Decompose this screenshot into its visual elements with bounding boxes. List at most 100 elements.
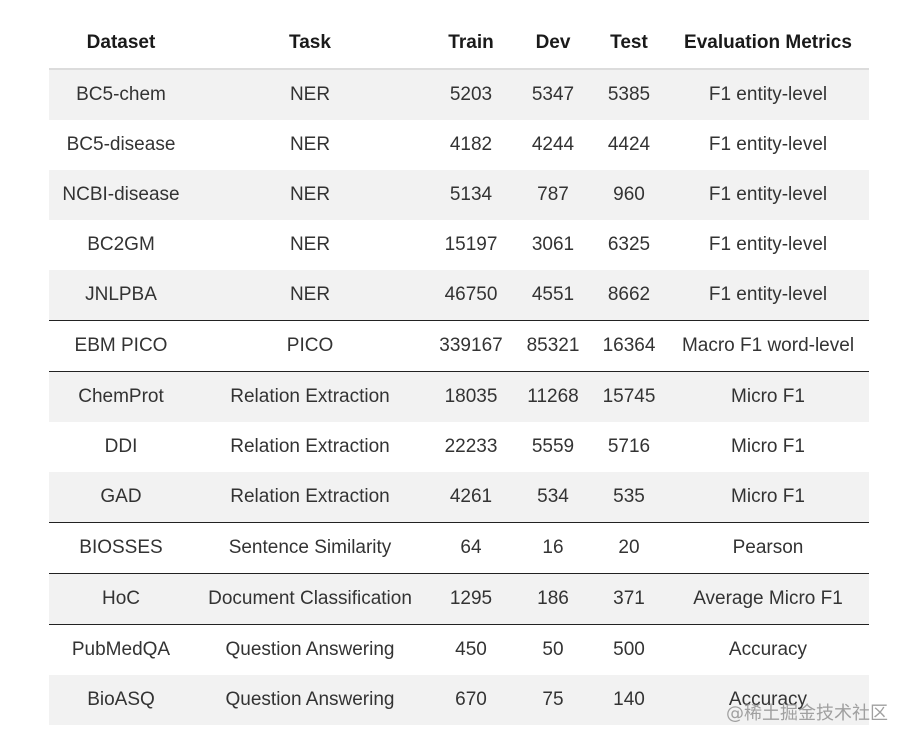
cell-metric: Accuracy	[667, 624, 869, 675]
cell-test: 15745	[591, 371, 667, 422]
table-row: EBM PICO PICO 339167 85321 16364 Macro F…	[49, 320, 869, 372]
datasets-table: Dataset Task Train Dev Test Evaluation M…	[49, 18, 869, 725]
cell-dataset: ChemProt	[49, 371, 193, 422]
header-task: Task	[193, 18, 427, 70]
cell-dataset: NCBI-disease	[49, 170, 193, 220]
cell-dev: 11268	[515, 371, 591, 422]
cell-dataset: EBM PICO	[49, 320, 193, 372]
cell-task: NER	[193, 270, 427, 321]
cell-metric: F1 entity-level	[667, 270, 869, 321]
cell-test: 140	[591, 675, 667, 725]
table-row: HoC Document Classification 1295 186 371…	[49, 573, 869, 625]
cell-train: 22233	[444, 436, 498, 457]
cell-task: Relation Extraction	[193, 472, 427, 523]
cell-train: 1295	[427, 573, 515, 625]
cell-train: 46750	[427, 270, 515, 321]
cell-metric: Micro F1	[731, 436, 805, 457]
table-row: JNLPBA NER 46750 4551 8662 F1 entity-lev…	[49, 270, 869, 321]
table-row: BC2GM NER 15197 3061 6325 F1 entity-leve…	[49, 220, 869, 270]
cell-metric: Average Micro F1	[667, 573, 869, 625]
cell-dev: 5347	[515, 69, 591, 120]
cell-dev: 4551	[515, 270, 591, 321]
cell-dataset: BC2GM	[87, 234, 155, 255]
header-train: Train	[427, 18, 515, 70]
cell-dataset: GAD	[49, 472, 193, 523]
cell-dataset: DDI	[104, 436, 138, 457]
header-test: Test	[591, 18, 667, 70]
cell-dataset: JNLPBA	[49, 270, 193, 321]
header-evaluation-metrics: Evaluation Metrics	[667, 18, 869, 70]
table-row: GAD Relation Extraction 4261 534 535 Mic…	[49, 472, 869, 523]
cell-train: 450	[427, 624, 515, 675]
table-row: BIOSSES Sentence Similarity 64 16 20 Pea…	[49, 522, 869, 574]
watermark: @稀土掘金技术社区	[726, 703, 888, 724]
cell-dev: 85321	[515, 320, 591, 372]
cell-dataset: BIOSSES	[49, 522, 193, 574]
cell-dataset: PubMedQA	[49, 624, 193, 675]
cell-metric: F1 entity-level	[667, 69, 869, 120]
table-row: BC5-chem NER 5203 5347 5385 F1 entity-le…	[49, 69, 869, 120]
cell-dev: 4244	[531, 134, 575, 155]
cell-test: 16364	[591, 320, 667, 372]
cell-train: 5134	[427, 170, 515, 220]
cell-dev: 534	[515, 472, 591, 523]
cell-test: 371	[591, 573, 667, 625]
cell-metric: F1 entity-level	[667, 170, 869, 220]
cell-task: Document Classification	[193, 573, 427, 625]
cell-task: NER	[289, 134, 331, 155]
cell-test: 20	[591, 522, 667, 574]
cell-train: 18035	[427, 371, 515, 422]
cell-metric: Accuracy	[667, 675, 869, 725]
cell-train: 339167	[427, 320, 515, 372]
cell-task: NER	[193, 170, 427, 220]
table-row: NCBI-disease NER 5134 787 960 F1 entity-…	[49, 170, 869, 220]
cell-metric: Micro F1	[667, 472, 869, 523]
cell-task: NER	[193, 69, 427, 120]
cell-metric: Pearson	[667, 522, 869, 574]
cell-dev: 75	[515, 675, 591, 725]
cell-dev: 50	[515, 624, 591, 675]
header-dataset: Dataset	[49, 18, 193, 70]
cell-metric: F1 entity-level	[708, 234, 828, 255]
table-header-row: Dataset Task Train Dev Test Evaluation M…	[49, 18, 869, 70]
cell-dev: 3061	[531, 234, 575, 255]
cell-test: 8662	[591, 270, 667, 321]
cell-dev: 5559	[531, 436, 575, 457]
cell-task: Relation Extraction	[230, 436, 390, 457]
table-row: BC5-disease NER 4182 4244 4424 F1 entity…	[49, 120, 869, 170]
cell-train: 15197	[444, 234, 498, 255]
cell-train: 4182	[449, 134, 493, 155]
table-row: ChemProt Relation Extraction 18035 11268…	[49, 371, 869, 422]
cell-metric: F1 entity-level	[708, 134, 828, 155]
cell-dev: 186	[515, 573, 591, 625]
cell-task: Relation Extraction	[193, 371, 427, 422]
table-row: PubMedQA Question Answering 450 50 500 A…	[49, 624, 869, 675]
table-row: DDI Relation Extraction 22233 5559 5716 …	[49, 422, 869, 472]
cell-metric: Micro F1	[667, 371, 869, 422]
cell-metric: Macro F1 word-level	[667, 320, 869, 372]
cell-task: Question Answering	[193, 624, 427, 675]
cell-dev: 787	[515, 170, 591, 220]
cell-task: NER	[289, 234, 331, 255]
cell-task: PICO	[193, 320, 427, 372]
datasets-table-container: Dataset Task Train Dev Test Evaluation M…	[49, 18, 869, 725]
cell-dataset: HoC	[49, 573, 193, 625]
cell-dataset: BC5-chem	[49, 69, 193, 120]
cell-train: 670	[427, 675, 515, 725]
cell-task: Question Answering	[193, 675, 427, 725]
header-dev: Dev	[515, 18, 591, 70]
cell-test: 535	[591, 472, 667, 523]
cell-test: 960	[591, 170, 667, 220]
cell-test: 5716	[607, 436, 651, 457]
cell-train: 5203	[427, 69, 515, 120]
cell-dataset: BioASQ	[49, 675, 193, 725]
table-row: BioASQ Question Answering 670 75 140 Acc…	[49, 675, 869, 725]
cell-test: 4424	[607, 134, 651, 155]
cell-test: 500	[591, 624, 667, 675]
cell-dataset: BC5-disease	[66, 134, 176, 155]
cell-task: Sentence Similarity	[193, 522, 427, 574]
cell-train: 4261	[427, 472, 515, 523]
cell-train: 64	[427, 522, 515, 574]
cell-test: 5385	[591, 69, 667, 120]
cell-test: 6325	[607, 234, 651, 255]
